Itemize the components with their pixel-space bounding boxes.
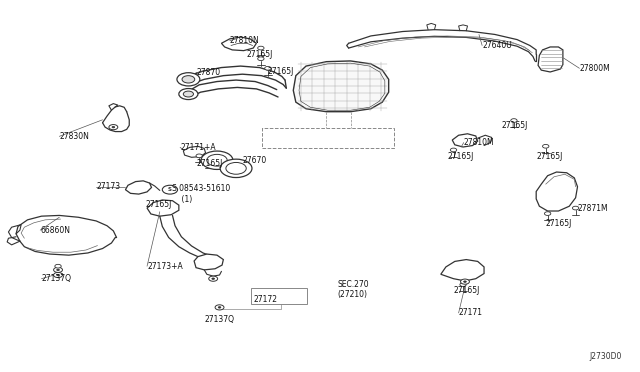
Polygon shape [183,146,205,157]
Text: 27137Q: 27137Q [42,274,72,283]
Text: 27165J: 27165J [501,121,527,130]
Circle shape [55,264,61,268]
Text: 27137Q: 27137Q [204,315,234,324]
Text: S 08543-51610
    (1): S 08543-51610 (1) [173,185,231,204]
Circle shape [163,185,177,194]
Circle shape [182,76,195,83]
Circle shape [463,281,467,282]
Text: 27165J: 27165J [536,152,563,161]
Polygon shape [194,254,223,270]
Text: 27165J: 27165J [268,67,294,77]
Text: 27171+A: 27171+A [180,143,216,152]
Circle shape [54,272,63,278]
Polygon shape [125,181,152,194]
Text: 27165J: 27165J [247,50,273,59]
Text: 27810N: 27810N [230,36,259,45]
Text: 27171: 27171 [459,308,483,317]
Circle shape [258,46,264,50]
Text: 27173+A: 27173+A [147,262,183,271]
Text: 27800M: 27800M [579,64,610,73]
Text: 27165J: 27165J [546,219,572,228]
Text: 27173: 27173 [96,182,120,191]
Text: 27871M: 27871M [577,203,608,212]
Circle shape [461,279,469,284]
Circle shape [183,91,193,97]
Circle shape [511,119,517,122]
Text: 27810M: 27810M [464,138,494,147]
Circle shape [112,126,115,128]
Circle shape [572,206,579,210]
Circle shape [201,151,233,170]
Circle shape [265,67,271,70]
Circle shape [209,276,218,281]
Circle shape [57,274,60,276]
Circle shape [57,269,60,271]
Circle shape [54,267,63,272]
Text: 27670: 27670 [243,157,267,166]
Text: 27165J: 27165J [196,160,222,169]
Circle shape [177,73,200,86]
Polygon shape [147,200,179,216]
Circle shape [215,305,224,310]
Circle shape [212,278,214,279]
Circle shape [460,283,467,286]
Circle shape [220,159,252,177]
Polygon shape [293,61,388,112]
Text: 66860N: 66860N [40,226,70,235]
Circle shape [218,307,221,308]
Text: J2730D0: J2730D0 [589,352,622,361]
Text: 27165J: 27165J [145,200,172,209]
Circle shape [545,212,551,215]
Circle shape [543,144,549,148]
Polygon shape [441,260,484,281]
Text: 27165J: 27165J [447,152,474,161]
Text: 27830N: 27830N [60,132,89,141]
Circle shape [179,89,198,100]
Circle shape [451,148,457,152]
Polygon shape [452,134,477,147]
Circle shape [205,159,212,163]
Text: S: S [168,187,172,192]
Bar [262,128,394,148]
Circle shape [196,154,202,158]
Circle shape [207,154,227,166]
Circle shape [226,163,246,174]
Circle shape [109,125,118,130]
Text: 27172: 27172 [253,295,277,304]
Text: SEC.270
(27210): SEC.270 (27210) [338,280,369,299]
Bar [252,288,307,304]
Polygon shape [538,47,563,72]
Text: 27870: 27870 [196,68,220,77]
Polygon shape [536,172,577,211]
Text: 27165J: 27165J [454,286,480,295]
Polygon shape [221,37,257,51]
Text: 27640U: 27640U [482,41,512,50]
Circle shape [258,57,264,61]
